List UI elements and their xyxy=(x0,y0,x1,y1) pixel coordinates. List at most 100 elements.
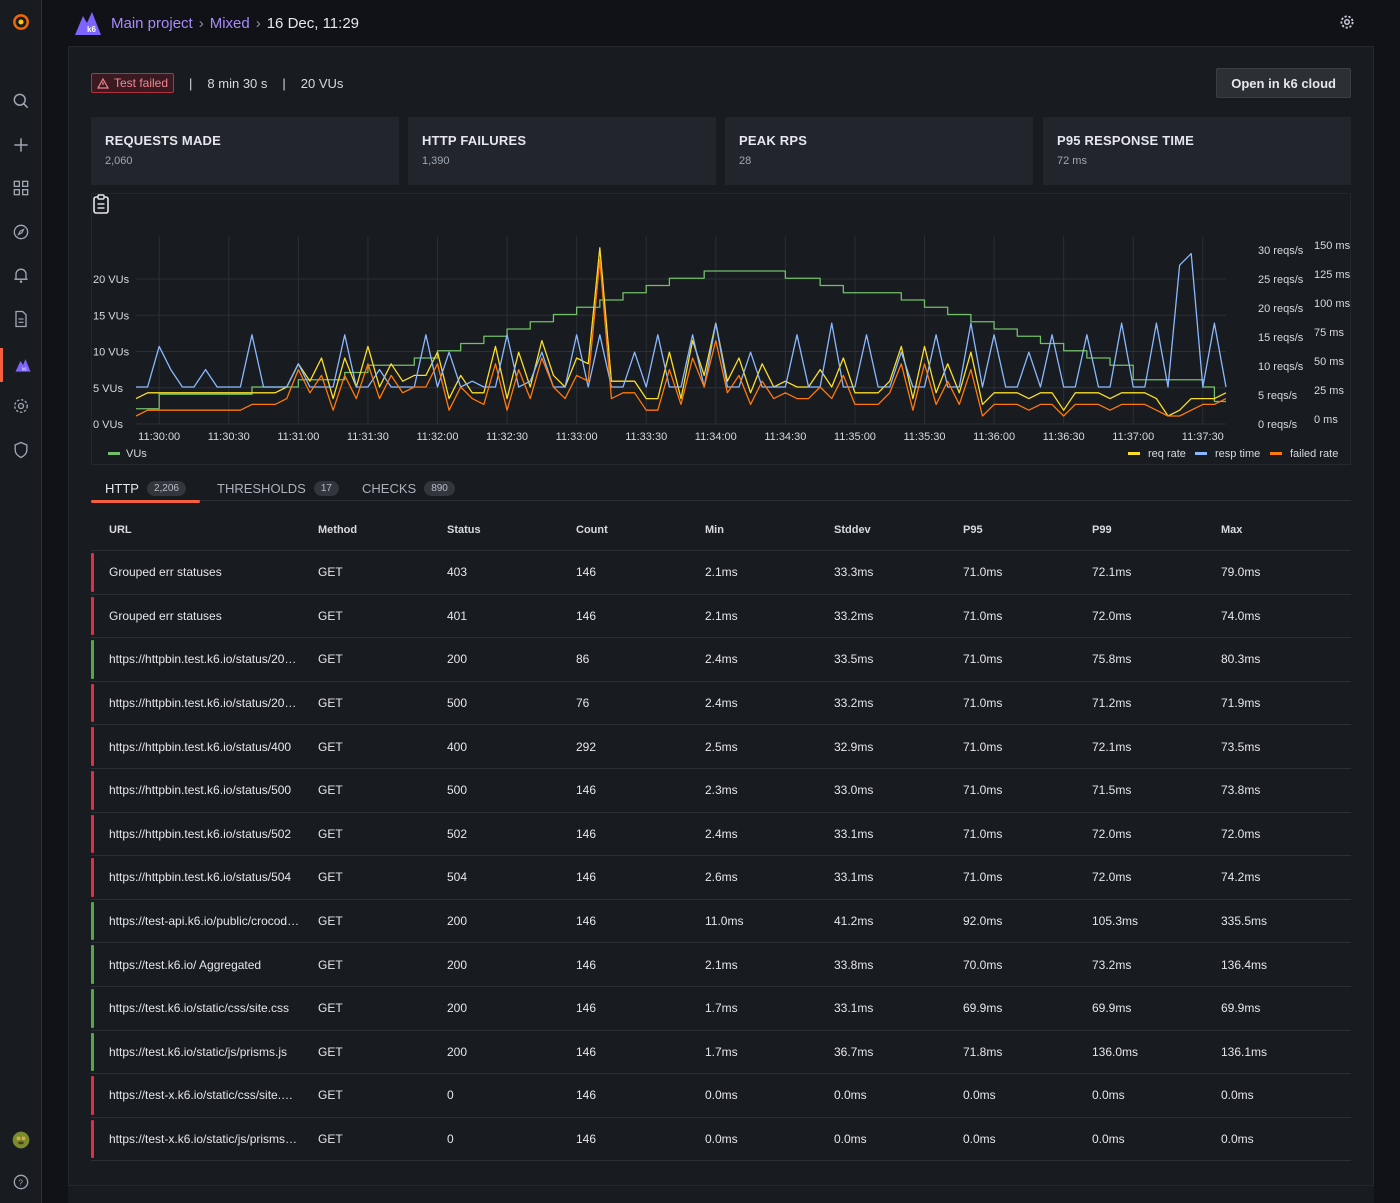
col-header-count[interactable]: Count xyxy=(576,523,608,536)
col-header-status[interactable]: Status xyxy=(447,523,481,536)
col-header-stddev[interactable]: Stddev xyxy=(834,523,871,536)
col-header-max[interactable]: Max xyxy=(1221,523,1243,536)
cell-url: https://test.k6.io/ Aggregated xyxy=(109,957,262,972)
cell-stddev: 33.3ms xyxy=(834,565,874,580)
col-header-url[interactable]: URL xyxy=(109,523,132,536)
table-row[interactable]: https://test-x.k6.io/static/css/site.… GE… xyxy=(91,1074,1351,1118)
svg-text:k6: k6 xyxy=(87,25,96,34)
cell-count: 146 xyxy=(576,914,597,929)
reports-icon[interactable] xyxy=(0,305,42,333)
cell-url: Grouped err statuses xyxy=(109,608,222,623)
cell-count: 146 xyxy=(576,870,597,885)
shield-icon[interactable] xyxy=(0,436,42,464)
cell-max: 0.0ms xyxy=(1221,1088,1254,1103)
cell-p99: 71.2ms xyxy=(1092,696,1132,711)
clipboard-icon[interactable] xyxy=(92,194,110,214)
status-fail-indicator xyxy=(91,770,94,810)
run-vus: 20 VUs xyxy=(300,75,344,91)
cell-stddev: 33.1ms xyxy=(834,1001,874,1016)
legend-label: VUs xyxy=(126,448,147,460)
cell-min: 2.1ms xyxy=(705,608,738,623)
breadcrumb-test[interactable]: Mixed xyxy=(209,14,250,32)
x-tick-label: 11:32:30 xyxy=(486,431,528,443)
table-header: URL Method Status Count Min Stddev P95 P… xyxy=(91,509,1351,551)
table-row[interactable]: https://httpbin.test.k6.io/status/504 GET… xyxy=(91,856,1351,900)
plus-icon[interactable] xyxy=(0,131,42,159)
cell-method: GET xyxy=(318,1044,343,1059)
grafana-logo-icon[interactable] xyxy=(0,8,42,36)
cell-url: https://test-api.k6.io/public/crocod… xyxy=(109,914,300,929)
cell-stddev: 33.2ms xyxy=(834,608,874,623)
legend-label: failed rate xyxy=(1290,448,1338,460)
table-row[interactable]: https://test.k6.io/static/css/site.css GE… xyxy=(91,987,1351,1031)
cell-count: 292 xyxy=(576,739,597,754)
table-row[interactable]: https://test.k6.io/static/js/prisms.js GE… xyxy=(91,1031,1351,1075)
table-row[interactable]: https://httpbin.test.k6.io/status/500 GET… xyxy=(91,769,1351,813)
open-in-k6-cloud-button[interactable]: Open in k6 cloud xyxy=(1216,68,1351,98)
cell-count: 146 xyxy=(576,608,597,623)
table-row[interactable]: Grouped err statuses GET 401 146 2.1ms 33.2ms… xyxy=(91,595,1351,639)
breadcrumb-separator: › xyxy=(255,14,261,32)
svg-text:?: ? xyxy=(18,1177,23,1187)
table-row[interactable]: https://httpbin.test.k6.io/status/400 GET… xyxy=(91,725,1351,769)
table-row[interactable]: Grouped err statuses GET 403 146 2.1ms 33.3ms… xyxy=(91,551,1351,595)
status-fail-indicator xyxy=(91,553,94,592)
search-icon[interactable] xyxy=(0,87,42,115)
status-fail-indicator xyxy=(91,1119,94,1159)
dashboards-icon[interactable] xyxy=(0,174,42,202)
cell-status: 0 xyxy=(447,1132,454,1147)
status-fail-indicator xyxy=(91,727,94,766)
cell-method: GET xyxy=(318,870,343,885)
tab-http[interactable]: HTTP 2,206 xyxy=(91,475,200,503)
run-duration: 8 min 30 s xyxy=(207,75,268,91)
cell-max: 79.0ms xyxy=(1221,565,1261,580)
col-header-min[interactable]: Min xyxy=(705,523,724,536)
cell-method: GET xyxy=(318,1001,343,1016)
table-row[interactable]: https://test-x.k6.io/static/js/prisms… GE… xyxy=(91,1118,1351,1162)
cell-status: 200 xyxy=(447,1044,468,1059)
avatar[interactable] xyxy=(0,1126,42,1154)
table-row[interactable]: https://test.k6.io/ Aggregated GET 200 146 2… xyxy=(91,943,1351,987)
table-row[interactable]: https://httpbin.test.k6.io/status/502 GET… xyxy=(91,813,1351,857)
cell-max: 74.0ms xyxy=(1221,608,1261,623)
stat-value: 1,390 xyxy=(422,155,450,167)
table-row[interactable]: https://httpbin.test.k6.io/status/20… GET… xyxy=(91,682,1351,726)
legend-swatch xyxy=(1270,452,1282,455)
cell-max: 136.1ms xyxy=(1221,1044,1268,1059)
table-row[interactable]: https://test-api.k6.io/public/crocod… GET… xyxy=(91,900,1351,944)
cell-p95: 71.0ms xyxy=(963,870,1003,885)
settings-gear-icon[interactable] xyxy=(1338,13,1356,31)
stat-card-requests: REQUESTS MADE 2,060 xyxy=(91,117,399,185)
breadcrumb-run: 16 Dec, 11:29 xyxy=(266,14,360,32)
breadcrumb-project[interactable]: Main project xyxy=(111,14,193,32)
col-header-p95[interactable]: P95 xyxy=(963,523,983,536)
alerting-icon[interactable] xyxy=(0,261,42,289)
tab-checks[interactable]: CHECKS 890 xyxy=(348,475,469,501)
tab-label: HTTP xyxy=(105,480,139,496)
gear-icon[interactable] xyxy=(0,392,42,420)
col-header-method[interactable]: Method xyxy=(318,523,358,536)
cell-url: https://httpbin.test.k6.io/status/500 xyxy=(109,783,292,798)
table-row[interactable]: https://httpbin.test.k6.io/status/20… GET… xyxy=(91,638,1351,682)
cell-url: https://httpbin.test.k6.io/status/20… xyxy=(109,696,297,711)
x-tick-label: 11:34:30 xyxy=(764,431,806,443)
performance-chart[interactable]: 0 VUs 5 VUs 10 VUs 15 VUs 20 VUs 0 reqs/s 5 re… xyxy=(91,193,1351,465)
y-right-ms-tick-label: 125 ms xyxy=(1314,269,1351,281)
cell-max: 74.2ms xyxy=(1221,870,1261,885)
cell-min: 0.0ms xyxy=(705,1088,738,1103)
col-header-p99[interactable]: P99 xyxy=(1092,523,1112,536)
cell-count: 146 xyxy=(576,1001,597,1016)
cell-url: https://httpbin.test.k6.io/status/20… xyxy=(109,652,297,667)
cell-max: 0.0ms xyxy=(1221,1132,1254,1147)
explore-icon[interactable] xyxy=(0,218,42,246)
k6-icon[interactable]: k6 xyxy=(0,348,42,382)
help-icon[interactable]: ? xyxy=(0,1168,42,1196)
cell-stddev: 33.8ms xyxy=(834,957,874,972)
cell-min: 2.1ms xyxy=(705,565,738,580)
tab-count: 890 xyxy=(424,480,455,496)
y-right-reqs-tick-label: 15 reqs/s xyxy=(1258,332,1304,344)
x-tick-label: 11:37:00 xyxy=(1112,431,1154,443)
tab-thresholds[interactable]: THRESHOLDS 17 xyxy=(203,475,353,501)
y-right-ms-tick-label: 75 ms xyxy=(1314,327,1344,339)
y-right-ms-tick-label: 100 ms xyxy=(1314,298,1351,310)
